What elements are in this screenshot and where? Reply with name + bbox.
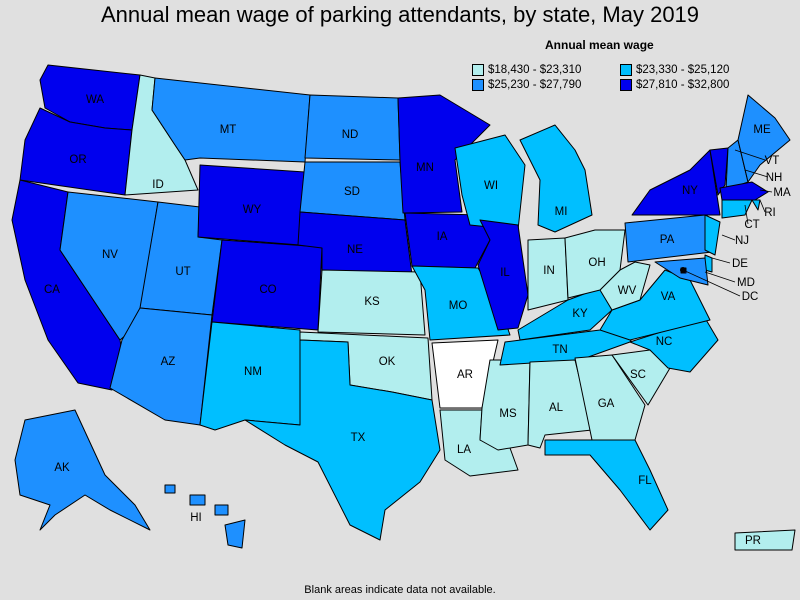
state-mn xyxy=(397,94,491,214)
state-label-mt: MT xyxy=(220,124,237,136)
state-label-dc: DC xyxy=(742,291,759,303)
state-il xyxy=(477,219,529,331)
state-nj xyxy=(704,214,721,256)
state-label-ks: KS xyxy=(364,296,380,308)
state-label-wy: WY xyxy=(243,204,262,216)
state-label-wi: WI xyxy=(484,180,498,192)
state-label-sd: SD xyxy=(344,186,360,198)
state-label-nv: NV xyxy=(102,249,118,261)
legend-item-1: $18,430 - $23,310 xyxy=(472,64,581,76)
state-label-ar: AR xyxy=(457,369,473,381)
state-va xyxy=(599,269,711,341)
state-label-ga: GA xyxy=(598,398,615,410)
state-label-la: LA xyxy=(457,444,471,456)
state-label-az: AZ xyxy=(161,356,176,368)
state-label-ny: NY xyxy=(682,185,698,197)
footnote: Blank areas indicate data not available. xyxy=(304,584,496,596)
state-label-co: CO xyxy=(259,284,276,296)
state-pr xyxy=(734,529,796,551)
state-label-ma: MA xyxy=(773,187,791,199)
state-tx xyxy=(244,339,441,541)
legend-swatch-1 xyxy=(472,64,484,76)
state-ms xyxy=(479,359,531,451)
state-label-ok: OK xyxy=(379,356,396,368)
state-label-ut: UT xyxy=(175,266,190,278)
state-label-pa: PA xyxy=(660,234,675,246)
legend-swatch-3 xyxy=(472,79,484,91)
legend-label-4: $27,810 - $32,800 xyxy=(636,79,730,91)
state-label-md: MD xyxy=(737,277,755,289)
state-label-nh: NH xyxy=(766,172,783,184)
legend-title: Annual mean wage xyxy=(545,38,654,52)
state-fl xyxy=(544,439,669,531)
state-label-tn: TN xyxy=(552,344,567,356)
state-label-ky: KY xyxy=(572,308,588,320)
state-label-nm: NM xyxy=(244,366,262,378)
state-az xyxy=(109,307,213,426)
state-label-hi: HI xyxy=(190,512,202,524)
state-me xyxy=(737,94,791,183)
state-label-va: VA xyxy=(661,291,676,303)
state-label-ak: AK xyxy=(54,462,70,474)
state-label-pr: PR xyxy=(745,535,761,547)
state-label-vt: VT xyxy=(765,155,780,167)
state-hi xyxy=(164,484,246,549)
legend-label-3: $25,230 - $27,790 xyxy=(488,79,582,91)
state-ga xyxy=(574,354,646,441)
state-mi xyxy=(519,124,593,233)
state-label-mo: MO xyxy=(449,300,468,312)
state-label-mn: MN xyxy=(416,162,434,174)
state-ks xyxy=(317,269,426,336)
state-label-il: IL xyxy=(500,267,510,279)
state-label-oh: OH xyxy=(588,257,605,269)
state-vt xyxy=(709,147,729,196)
state-ct xyxy=(721,199,753,219)
state-label-ms: MS xyxy=(499,408,517,420)
state-label-mi: MI xyxy=(555,206,568,218)
state-label-ct: CT xyxy=(744,219,759,231)
legend-swatch-4 xyxy=(620,79,632,91)
state-label-nj: NJ xyxy=(735,235,749,247)
state-label-id: ID xyxy=(152,179,164,191)
state-label-ca: CA xyxy=(44,284,60,296)
legend-item-2: $23,330 - $25,120 xyxy=(620,64,729,76)
state-ny xyxy=(631,149,721,216)
state-ma xyxy=(719,181,769,201)
legend-item-3: $25,230 - $27,790 xyxy=(472,79,581,91)
state-label-ri: RI xyxy=(764,207,776,219)
state-label-or: OR xyxy=(69,154,86,166)
legend-label-2: $23,330 - $25,120 xyxy=(636,64,730,76)
state-label-wa: WA xyxy=(86,94,104,106)
state-label-nd: ND xyxy=(342,129,359,141)
legend-swatch-2 xyxy=(620,64,632,76)
state-label-de: DE xyxy=(732,258,748,270)
map-title: Annual mean wage of parking attendants, … xyxy=(100,2,700,27)
dc-marker xyxy=(680,267,686,273)
legend-label-1: $18,430 - $23,310 xyxy=(488,64,582,76)
state-ri xyxy=(751,199,761,211)
state-ak xyxy=(14,409,151,531)
state-label-fl: FL xyxy=(638,475,652,487)
state-label-ia: IA xyxy=(437,231,448,243)
state-oh xyxy=(564,229,626,299)
state-label-al: AL xyxy=(549,402,564,414)
legend-item-4: $27,810 - $32,800 xyxy=(620,79,729,91)
state-label-tx: TX xyxy=(351,432,366,444)
state-label-nc: NC xyxy=(656,336,673,348)
state-label-in: IN xyxy=(543,265,555,277)
state-label-wv: WV xyxy=(618,285,637,297)
state-label-sc: SC xyxy=(630,369,646,381)
state-nd xyxy=(304,94,401,161)
state-label-ne: NE xyxy=(347,244,363,256)
state-label-me: ME xyxy=(753,124,771,136)
